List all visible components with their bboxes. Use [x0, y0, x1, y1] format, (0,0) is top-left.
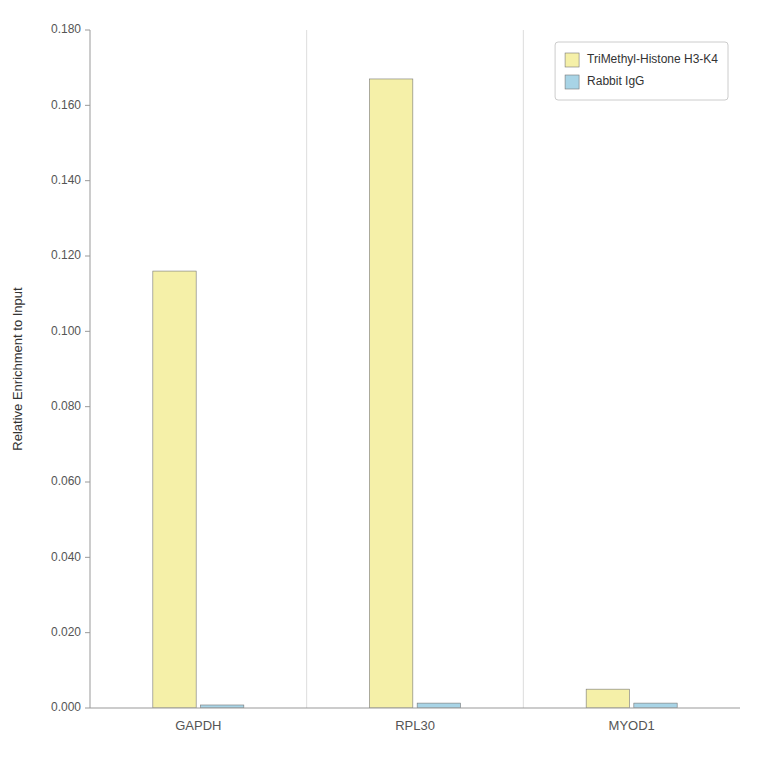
group-separator	[306, 30, 307, 708]
legend-label: Rabbit IgG	[587, 74, 644, 88]
y-tick-label: 0.080	[51, 399, 81, 413]
y-axis: 0.000 0.020 0.040 0.060 0.080 0.100 0.120 0.140…	[51, 22, 90, 714]
bars	[153, 79, 677, 708]
legend: TriMethyl-Histone H3-K4 Rabbit IgG	[555, 42, 728, 100]
y-tick-label: 0.060	[51, 474, 81, 488]
y-tick	[85, 406, 90, 407]
x-axis-line	[90, 708, 740, 709]
plot-area: 0.000 0.020 0.040 0.060 0.080 0.100 0.120 0.140…	[10, 22, 740, 733]
y-axis-label: Relative Enrichment to Input	[10, 287, 25, 451]
group-separator	[523, 30, 524, 708]
y-tick	[85, 105, 90, 106]
chart-container: 0.000 0.020 0.040 0.060 0.080 0.100 0.120 0.140…	[0, 0, 764, 764]
y-tick	[85, 632, 90, 633]
y-tick	[85, 180, 90, 181]
y-tick-label: 0.160	[51, 98, 81, 112]
bar	[634, 703, 677, 708]
x-tick-label: RPL30	[395, 718, 435, 733]
legend-label: TriMethyl-Histone H3-K4	[587, 52, 718, 66]
bar	[153, 271, 196, 708]
chart-svg: 0.000 0.020 0.040 0.060 0.080 0.100 0.120 0.140…	[0, 0, 764, 764]
y-tick-label: 0.140	[51, 173, 81, 187]
bar	[370, 79, 413, 708]
y-tick	[85, 30, 90, 31]
x-axis: GAPDH RPL30 MYOD1	[90, 708, 740, 733]
y-tick-label: 0.020	[51, 625, 81, 639]
y-axis-line	[90, 30, 91, 708]
y-tick-label: 0.000	[51, 700, 81, 714]
y-tick	[85, 708, 90, 709]
y-tick-label: 0.180	[51, 22, 81, 36]
legend-box	[555, 42, 728, 100]
x-tick-label: GAPDH	[175, 718, 221, 733]
x-tick-label: MYOD1	[609, 718, 655, 733]
y-tick-label: 0.040	[51, 550, 81, 564]
y-tick-label: 0.100	[51, 324, 81, 338]
bar	[417, 703, 460, 708]
y-tick	[85, 256, 90, 257]
y-tick	[85, 557, 90, 558]
y-tick	[85, 482, 90, 483]
legend-swatch	[565, 75, 579, 89]
y-tick	[85, 331, 90, 332]
bar	[586, 689, 629, 708]
legend-swatch	[565, 53, 579, 67]
y-tick-label: 0.120	[51, 248, 81, 262]
